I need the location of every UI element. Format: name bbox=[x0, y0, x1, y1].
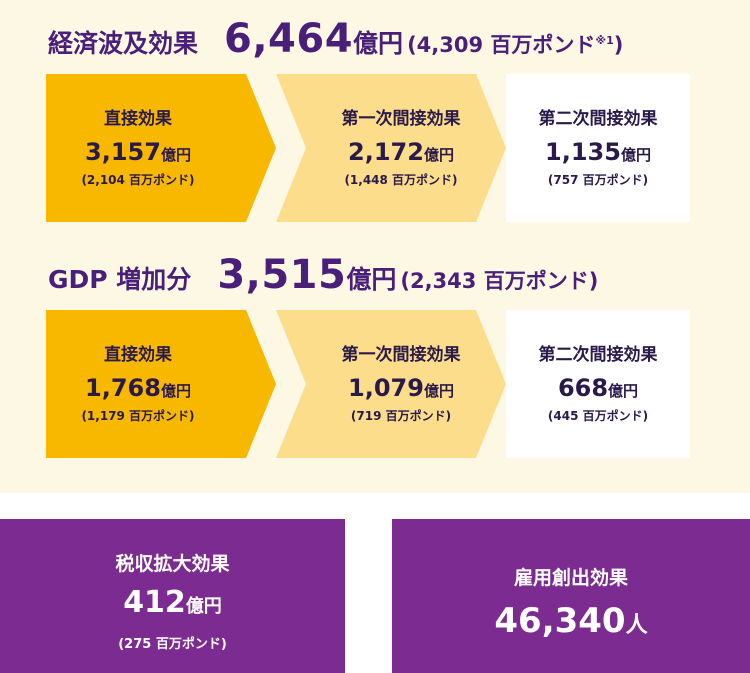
gdp-first-indirect-effect-box bbox=[276, 310, 506, 458]
economic-ripple-sub: (4,309 百万ポンド※1) bbox=[407, 33, 624, 57]
economic-ripple-unit: 億円 bbox=[353, 29, 404, 58]
second-indirect-effect-box bbox=[506, 74, 690, 222]
box-sub: (719 百万ポンド) bbox=[350, 409, 452, 423]
box-value: 2,172 bbox=[348, 138, 424, 166]
box-sub: (1,179 百万ポンド) bbox=[81, 409, 195, 423]
gdp-second-indirect-effect-box bbox=[506, 310, 690, 458]
tax-revenue-title: 税収拡大効果 bbox=[115, 553, 230, 575]
gdp-increase-sub: (2,343 百万ポンド) bbox=[400, 269, 599, 293]
box-value: 1,079 bbox=[348, 374, 424, 402]
box-value: 1,135 bbox=[545, 138, 621, 166]
tax-revenue-box: 税収拡大効果 412億円 (275 百万ポンド) bbox=[0, 519, 345, 673]
employment-value: 46,340 bbox=[494, 601, 626, 641]
gdp-increase-value: 3,515 bbox=[217, 252, 347, 298]
first-indirect-effect-text: 第一次間接効果 2,172億円 (1,448 百万ポンド) bbox=[276, 108, 506, 189]
box-title: 第一次間接効果 bbox=[341, 345, 461, 365]
gdp-increase-headline: GDP 増加分 3,515 億円 (2,343 百万ポンド) bbox=[48, 252, 598, 298]
box-unit: 億円 bbox=[160, 146, 191, 164]
economic-ripple-value: 6,464 bbox=[224, 16, 354, 62]
box-unit: 億円 bbox=[160, 382, 191, 400]
box-unit: 億円 bbox=[423, 146, 454, 164]
box-value: 1,768 bbox=[85, 374, 161, 402]
economic-ripple-label: 経済波及効果 bbox=[48, 29, 199, 58]
tax-revenue-value: 412 bbox=[123, 585, 186, 620]
box-title: 直接効果 bbox=[104, 109, 172, 129]
box-title: 第二次間接効果 bbox=[538, 109, 658, 129]
box-title: 第二次間接効果 bbox=[538, 345, 658, 365]
second-indirect-effect-text: 第二次間接効果 1,135億円 (757 百万ポンド) bbox=[506, 108, 690, 189]
gdp-direct-effect-box bbox=[46, 310, 276, 458]
box-value: 668 bbox=[557, 374, 609, 402]
box-unit: 億円 bbox=[423, 382, 454, 400]
box-sub: (1,448 百万ポンド) bbox=[344, 173, 458, 187]
box-value: 3,157 bbox=[85, 138, 161, 166]
gdp-second-indirect-effect-text: 第二次間接効果 668億円 (445 百万ポンド) bbox=[506, 344, 690, 425]
box-unit: 億円 bbox=[620, 146, 651, 164]
box-sub: (757 百万ポンド) bbox=[547, 173, 649, 187]
footnote-mark: ※1 bbox=[595, 34, 614, 47]
economic-ripple-headline: 経済波及効果 6,464 億円 (4,309 百万ポンド※1) bbox=[48, 16, 623, 62]
box-title: 直接効果 bbox=[104, 345, 172, 365]
box-title: 第一次間接効果 bbox=[341, 109, 461, 129]
tax-revenue-unit: 億円 bbox=[185, 596, 222, 617]
gdp-first-indirect-effect-text: 第一次間接効果 1,079億円 (719 百万ポンド) bbox=[276, 344, 506, 425]
gdp-increase-label: GDP 増加分 bbox=[48, 265, 192, 294]
box-unit: 億円 bbox=[608, 382, 639, 400]
employment-title: 雇用創出効果 bbox=[513, 567, 628, 589]
employment-unit: 人 bbox=[625, 613, 648, 638]
gdp-direct-effect-text: 直接効果 1,768億円 (1,179 百万ポンド) bbox=[46, 344, 230, 425]
tax-revenue-sub: (275 百万ポンド) bbox=[118, 637, 227, 652]
direct-effect-box bbox=[46, 74, 276, 222]
box-sub: (445 百万ポンド) bbox=[547, 409, 649, 423]
direct-effect-text: 直接効果 3,157億円 (2,104 百万ポンド) bbox=[46, 108, 230, 189]
box-sub: (2,104 百万ポンド) bbox=[81, 173, 195, 187]
gdp-increase-unit: 億円 bbox=[346, 265, 397, 294]
first-indirect-effect-box bbox=[276, 74, 506, 222]
employment-box: 雇用創出効果 46,340人 bbox=[392, 519, 750, 673]
